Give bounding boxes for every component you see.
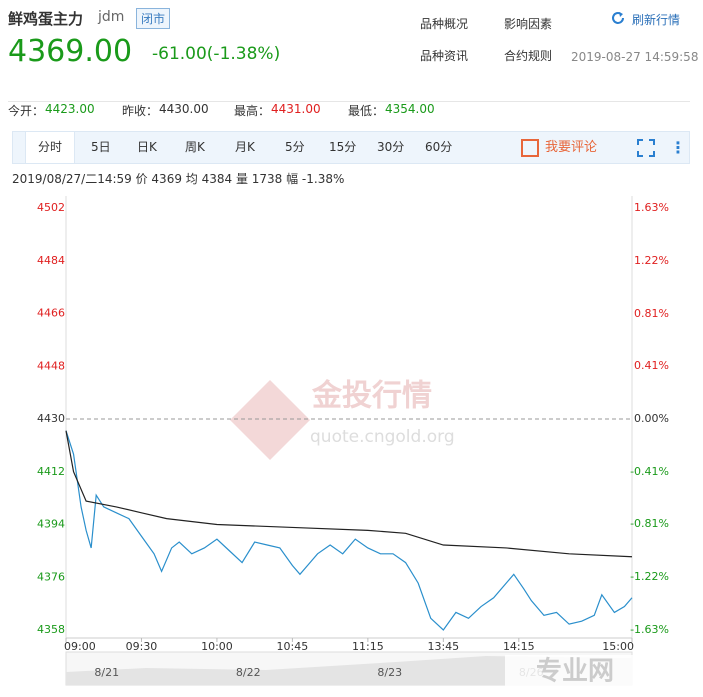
x-tick-label: 09:30 bbox=[126, 640, 158, 653]
stat-label: 最低： bbox=[348, 104, 385, 118]
stat-label: 今开： bbox=[8, 104, 45, 118]
watermark-corner-bg bbox=[505, 655, 640, 691]
quote-time: 2019-08-27 14:59:58 bbox=[571, 50, 699, 64]
fullscreen-icon[interactable] bbox=[637, 139, 655, 157]
y-tick-label: 4376 bbox=[37, 570, 65, 583]
y-tick-label: 4484 bbox=[37, 254, 65, 267]
series-line bbox=[65, 430, 633, 558]
y-tick-label: 4430 bbox=[37, 412, 65, 425]
watermark-url: quote.cngold.org bbox=[310, 427, 455, 447]
link[interactable]: 影响因素 bbox=[504, 17, 553, 31]
status-badge: 闭市 bbox=[136, 8, 171, 29]
y2-tick-label: 1.22% bbox=[634, 254, 669, 267]
navigator-date: 8/22 bbox=[236, 666, 261, 679]
stat-value: 4430.00 bbox=[159, 102, 209, 116]
x-tick-label: 13:45 bbox=[427, 640, 459, 653]
x-tick-label: 15:00 bbox=[602, 640, 634, 653]
y2-tick-label: 0.41% bbox=[634, 359, 669, 372]
y-tick-label: 4412 bbox=[37, 465, 65, 478]
more-icon[interactable]: ⋮ bbox=[670, 138, 686, 157]
link[interactable]: 品种资讯 bbox=[420, 49, 469, 63]
x-tick-label: 10:45 bbox=[277, 640, 309, 653]
y2-tick-label: -0.41% bbox=[630, 465, 669, 478]
watermark-brand: 金投行情 bbox=[311, 379, 432, 414]
stats-bar: 今开： 4423.00 昨收： 4430.00 最高： 4431.00 最低： 4354.00 bbox=[8, 101, 690, 124]
tab[interactable]: 分时 bbox=[25, 132, 76, 163]
tab[interactable]: 周K bbox=[185, 140, 205, 154]
y2-tick-label: 0.81% bbox=[634, 307, 669, 320]
last-price: 4369.00 bbox=[8, 34, 133, 69]
stat-value: 4354.00 bbox=[385, 102, 435, 116]
navigator-date: 8/21 bbox=[94, 666, 119, 679]
comment-button[interactable]: 我要评论 bbox=[545, 140, 598, 155]
stat-value: 4431.00 bbox=[271, 102, 321, 116]
tab[interactable]: 日K bbox=[137, 140, 157, 154]
y2-tick-label: -1.22% bbox=[630, 570, 669, 583]
x-tick-label: 10:00 bbox=[201, 640, 233, 653]
x-tick-label: 14:15 bbox=[503, 640, 535, 653]
comment-icon[interactable] bbox=[521, 139, 539, 157]
y-tick-label: 4448 bbox=[37, 359, 65, 372]
tab[interactable]: 30分 bbox=[377, 140, 405, 154]
instrument-name: 鲜鸡蛋主力 bbox=[8, 10, 84, 28]
tab-bar: 分时 5日 日K 周K 月K 5分 15分 30分 60分 我要评论 ⋮ bbox=[12, 131, 690, 164]
tab[interactable]: 5分 bbox=[285, 140, 305, 154]
y-tick-label: 4466 bbox=[37, 307, 65, 320]
y2-tick-label: -0.81% bbox=[630, 517, 669, 530]
tab[interactable]: 月K bbox=[235, 140, 255, 154]
tab[interactable]: 60分 bbox=[425, 140, 453, 154]
y2-tick-label: -1.63% bbox=[630, 623, 669, 636]
y2-tick-label: 1.63% bbox=[634, 201, 669, 214]
watermark-logo bbox=[230, 380, 310, 460]
y-tick-label: 4394 bbox=[37, 518, 65, 531]
refresh-button[interactable]: 刷新行情 bbox=[632, 13, 681, 27]
instrument-code: jdm bbox=[98, 9, 125, 25]
stat-value: 4423.00 bbox=[45, 102, 95, 116]
y-tick-label: 4502 bbox=[37, 201, 65, 214]
info-line: 2019/08/27/二14:59 价 4369 均 4384 量 1738 幅… bbox=[12, 172, 345, 186]
x-tick-label: 09:00 bbox=[64, 640, 96, 653]
refresh-icon[interactable] bbox=[610, 10, 626, 26]
price-change: -61.00(-1.38%) bbox=[152, 44, 281, 64]
stat-label: 最高： bbox=[234, 104, 271, 118]
link[interactable]: 品种概况 bbox=[420, 17, 469, 31]
stat-label: 昨收： bbox=[122, 104, 159, 118]
navigator-area bbox=[66, 656, 632, 685]
link[interactable]: 合约规则 bbox=[504, 49, 553, 63]
watermark-corner: 专业网 bbox=[536, 657, 614, 687]
x-tick-label: 11:15 bbox=[352, 640, 384, 653]
tab[interactable]: 5日 bbox=[91, 140, 111, 154]
tab[interactable]: 15分 bbox=[329, 140, 357, 154]
series-line bbox=[65, 430, 633, 631]
y-tick-label: 4358 bbox=[37, 623, 65, 636]
navigator-date: 8/23 bbox=[377, 666, 402, 679]
y2-tick-label: 0.00% bbox=[634, 412, 669, 425]
